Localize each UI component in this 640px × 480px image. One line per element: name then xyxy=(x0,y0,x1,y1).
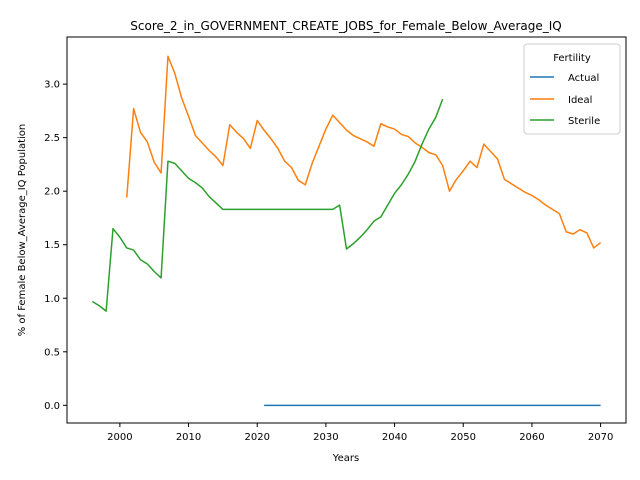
x-tick-label: 2020 xyxy=(244,432,269,443)
series-line-ideal xyxy=(126,55,602,249)
y-tick-label: 2.5 xyxy=(44,133,60,144)
x-tick-label: 2000 xyxy=(107,432,132,443)
legend-box xyxy=(523,43,621,135)
x-tick-label: 2010 xyxy=(176,432,201,443)
legend-label-sterile: Sterile xyxy=(568,116,600,127)
y-tick-label: 2.0 xyxy=(44,187,60,198)
y-tick-label: 3.0 xyxy=(44,80,60,91)
y-tick-label: 1.0 xyxy=(44,294,60,305)
x-tick-label: 2040 xyxy=(382,432,407,443)
y-tick-label: 0.0 xyxy=(44,401,60,412)
x-tick-label: 2060 xyxy=(519,432,544,443)
legend-label-ideal: Ideal xyxy=(568,95,592,106)
series-line-sterile xyxy=(92,98,444,312)
chart-title: Score_2_in_GOVERNMENT_CREATE_JOBS_for_Fe… xyxy=(130,19,561,33)
y-tick-label: 1.5 xyxy=(44,240,60,251)
x-tick-label: 2070 xyxy=(588,432,613,443)
legend-label-actual: Actual xyxy=(568,73,599,84)
y-tick-label: 0.5 xyxy=(44,347,60,358)
y-axis-label: % of Female Below_Average_IQ Population xyxy=(17,124,28,337)
x-tick-label: 2050 xyxy=(451,432,476,443)
series-layer xyxy=(92,55,602,407)
legend-title: Fertility xyxy=(553,53,591,64)
legend: Fertility Actual Ideal Sterile xyxy=(523,43,621,135)
x-tick-label: 2030 xyxy=(313,432,338,443)
plot-area-frame xyxy=(66,36,627,424)
x-axis-label: Years xyxy=(332,453,359,464)
ticks-layer: 2000 2010 2020 2030 2040 2050 2060 2070 0.0 0.5 1.… xyxy=(44,80,613,443)
